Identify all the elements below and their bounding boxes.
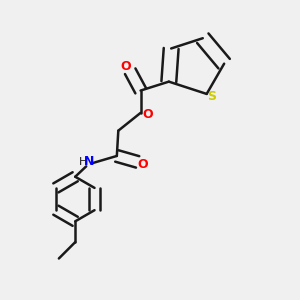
Text: O: O: [143, 108, 153, 121]
Text: H: H: [79, 157, 87, 167]
Text: O: O: [120, 60, 131, 73]
Text: S: S: [207, 90, 216, 104]
Text: O: O: [138, 158, 148, 171]
Text: N: N: [84, 155, 94, 168]
